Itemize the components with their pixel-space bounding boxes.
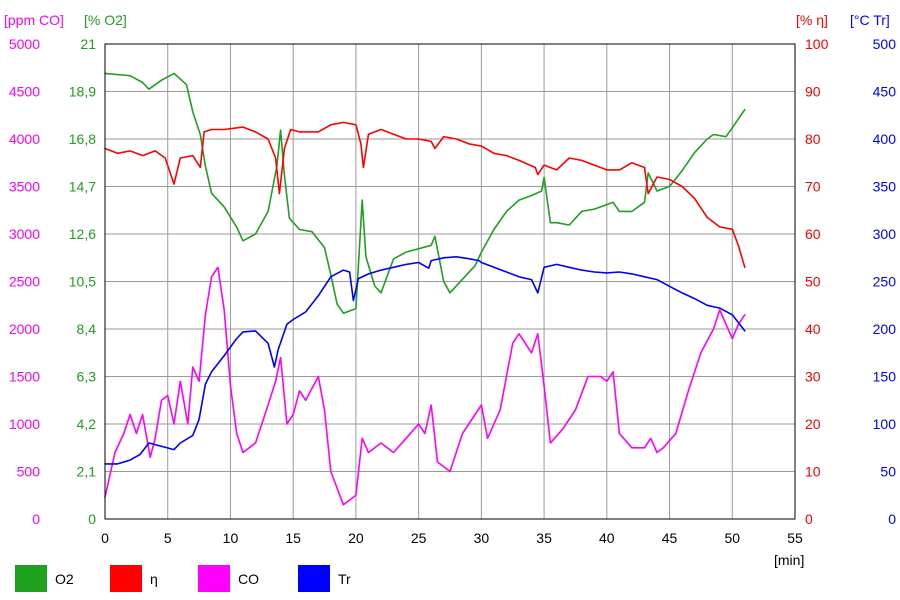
series-line-eta [104, 121, 746, 269]
co-tick-label: 2000 [9, 321, 40, 337]
x-tick-label: 15 [285, 530, 301, 546]
series-line-o2 [104, 72, 746, 315]
series-layer [104, 72, 746, 506]
co-tick-label: 3000 [9, 226, 40, 242]
x-tick-label: 5 [164, 530, 172, 546]
legend-label: O2 [55, 571, 74, 587]
eta-tick-label: 50 [805, 274, 821, 290]
tr-tick-label: 400 [873, 131, 897, 147]
tr-tick-label: 200 [873, 321, 897, 337]
tr-tick-label: 100 [873, 416, 897, 432]
co-tick-label: 1000 [9, 416, 40, 432]
o2-tick-label: 14,7 [69, 179, 96, 195]
o2-axis-unit-label: [% O2] [84, 12, 127, 28]
x-tick-label: 45 [662, 530, 678, 546]
eta-tick-label: 30 [805, 369, 821, 385]
series-line-tr [104, 255, 746, 465]
tr-tick-label: 0 [888, 511, 896, 527]
co-tick-label: 5000 [9, 36, 40, 52]
co-tick-label: 3500 [9, 179, 40, 195]
eta-tick-label: 70 [805, 179, 821, 195]
legend: O2 η CO Tr [15, 565, 351, 592]
o2-tick-label: 21 [80, 36, 96, 52]
plot-frame [104, 43, 796, 520]
co-tick-label: 500 [17, 464, 41, 480]
co-tick-label: 1500 [9, 369, 40, 385]
tr-tick-label: 450 [873, 84, 897, 100]
tr-tick-label: 500 [873, 36, 897, 52]
eta-tick-label: 20 [805, 416, 821, 432]
co-tick-label: 2500 [9, 274, 40, 290]
o2-tick-label: 4,2 [77, 416, 97, 432]
eta-tick-label: 100 [805, 36, 829, 52]
x-tick-label: 20 [348, 530, 364, 546]
o2-tick-label: 2,1 [77, 464, 97, 480]
o2-tick-label: 16,8 [69, 131, 96, 147]
x-axis: 0 5 10 15 20 25 30 35 40 45 50 55 [101, 530, 803, 546]
tr-tick-label: 350 [873, 179, 897, 195]
x-axis-unit-label: [min] [774, 552, 804, 568]
eta-tick-label: 60 [805, 226, 821, 242]
tr-tick-label: 150 [873, 369, 897, 385]
o2-axis: 0 2,1 4,2 6,3 8,4 10,5 12,6 14,7 16,8 18,9 21 [69, 36, 96, 527]
co-tick-label: 0 [32, 511, 40, 527]
series-line-co [104, 266, 746, 506]
legend-label: Tr [338, 571, 351, 587]
x-tick-label: 40 [599, 530, 615, 546]
tr-axis: 0 50 100 150 200 250 300 350 400 450 500 [873, 36, 897, 527]
co-axis-unit-label: [ppm CO] [4, 12, 64, 28]
legend-swatch [110, 565, 142, 592]
o2-tick-label: 6,3 [77, 369, 97, 385]
x-tick-label: 25 [411, 530, 427, 546]
eta-tick-label: 80 [805, 131, 821, 147]
o2-tick-label: 10,5 [69, 274, 96, 290]
x-tick-label: 10 [223, 530, 239, 546]
x-tick-label: 30 [474, 530, 490, 546]
tr-tick-label: 50 [880, 464, 896, 480]
o2-tick-label: 8,4 [77, 321, 97, 337]
tr-tick-label: 300 [873, 226, 897, 242]
legend-swatch [198, 565, 230, 592]
legend-label: CO [238, 571, 259, 587]
x-tick-label: 50 [724, 530, 740, 546]
x-tick-label: 55 [787, 530, 803, 546]
legend-label: η [150, 571, 158, 587]
x-tick-label: 35 [536, 530, 552, 546]
co-tick-label: 4500 [9, 84, 40, 100]
eta-tick-label: 90 [805, 84, 821, 100]
tr-axis-unit-label: [°C Tr] [850, 12, 890, 28]
eta-axis-unit-label: [% η] [796, 12, 828, 28]
eta-tick-label: 10 [805, 464, 821, 480]
tr-tick-label: 250 [873, 274, 897, 290]
o2-tick-label: 12,6 [69, 226, 96, 242]
legend-swatch [298, 565, 330, 592]
o2-tick-label: 0 [88, 511, 96, 527]
eta-tick-label: 0 [805, 511, 813, 527]
eta-axis: 0 10 20 30 40 50 60 70 80 90 100 [805, 36, 829, 527]
x-tick-label: 0 [101, 530, 109, 546]
co-axis: 0 500 1000 1500 2000 2500 3000 3500 4000 4500 5000 [9, 36, 40, 527]
co-tick-label: 4000 [9, 131, 40, 147]
legend-swatch [15, 565, 47, 592]
eta-tick-label: 40 [805, 321, 821, 337]
o2-tick-label: 18,9 [69, 84, 96, 100]
